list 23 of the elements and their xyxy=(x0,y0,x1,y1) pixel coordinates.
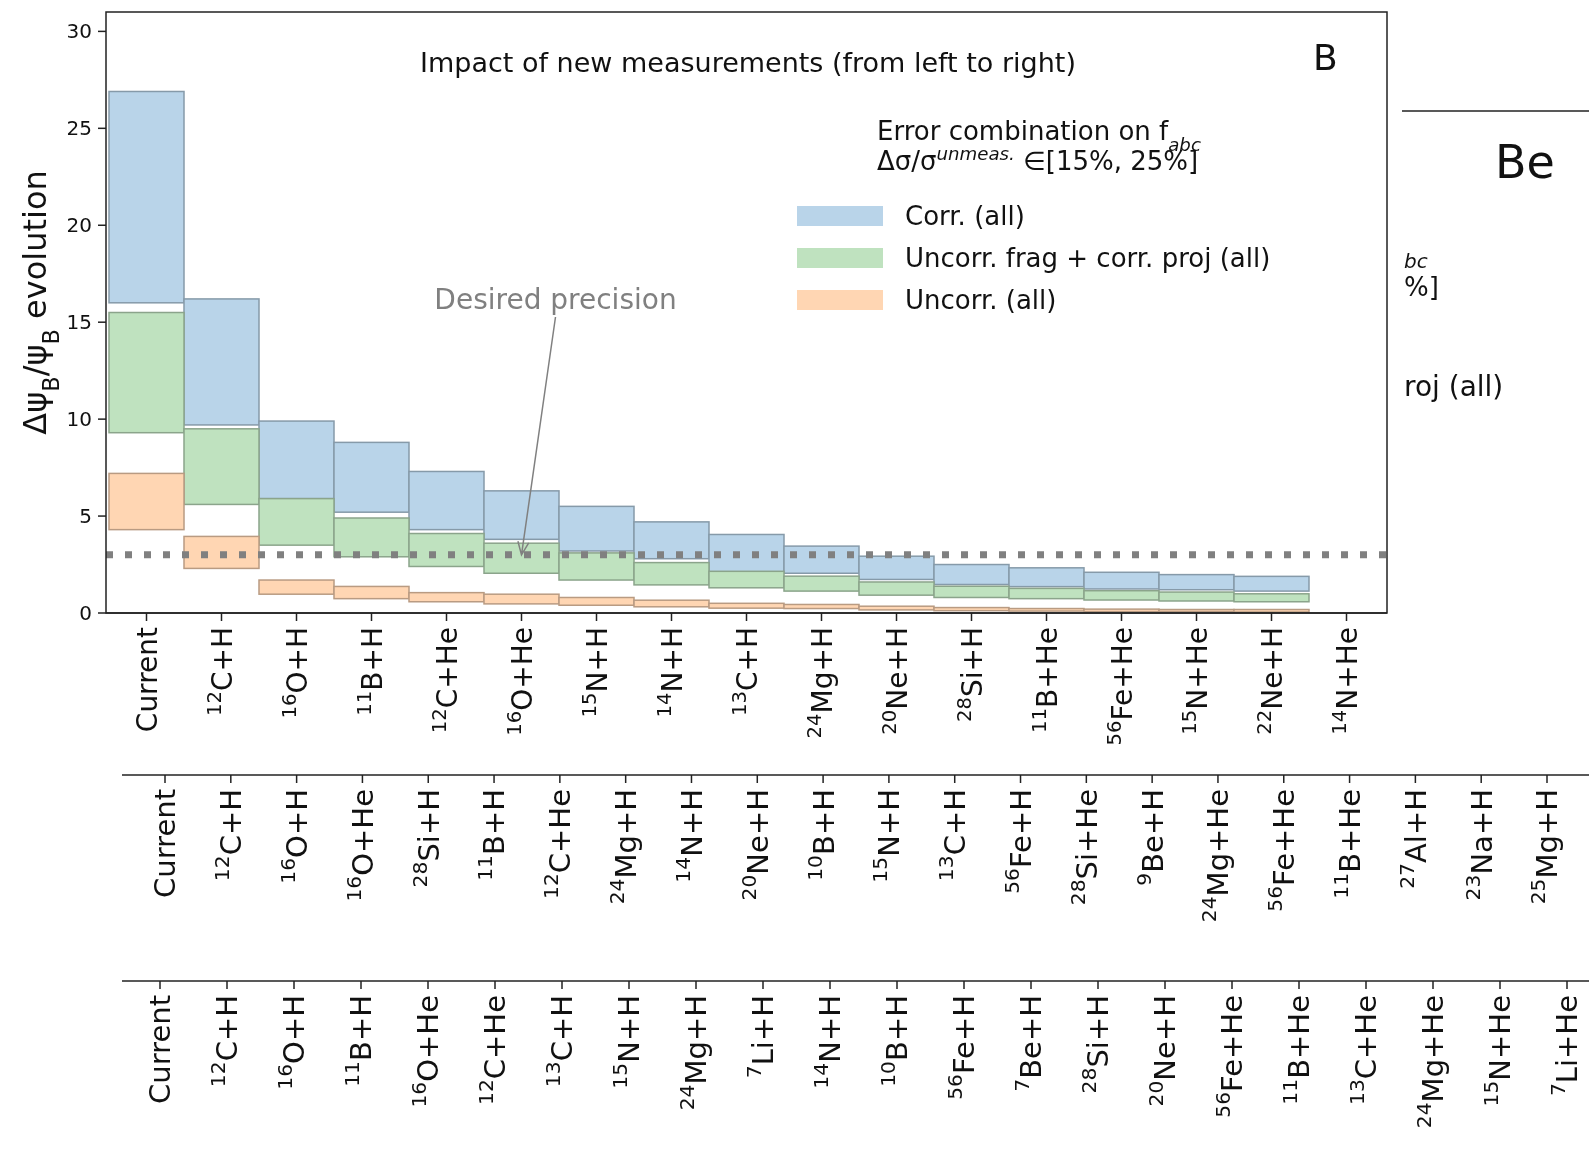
y-tick-label: 20 xyxy=(66,213,92,238)
text: roj (all) xyxy=(1404,370,1504,403)
x-tick-label: Current xyxy=(130,626,164,733)
text: Impact of new measurements (from left to right) xyxy=(420,47,1076,78)
bar xyxy=(183,535,260,570)
category-label: Current xyxy=(148,789,183,898)
annotation: B xyxy=(1313,37,1338,78)
y-tick-label: 15 xyxy=(66,310,92,335)
text: Be xyxy=(1495,135,1555,189)
text: %] xyxy=(1404,272,1439,302)
y-tick-label: 25 xyxy=(66,116,92,141)
category-label: Current xyxy=(143,995,178,1104)
y-tick-label: 0 xyxy=(79,601,92,625)
y-tick-label: 5 xyxy=(79,504,92,529)
y-tick-label: 30 xyxy=(66,19,92,44)
text: Error combination on f$_{abc}$ Δσ/σ$^{unmeas.}$ ∈[15%, 25%] xyxy=(877,116,1201,176)
bar xyxy=(108,472,185,531)
legend-label: Uncorr. frag + corr. proj (all) xyxy=(905,243,1271,274)
text: bc xyxy=(1404,249,1428,273)
annotation: Desired precision xyxy=(434,283,677,316)
legend-label: Uncorr. (all) xyxy=(905,285,1057,316)
y-tick-label: 10 xyxy=(66,407,92,432)
legend-label: Corr. (all) xyxy=(905,201,1025,232)
